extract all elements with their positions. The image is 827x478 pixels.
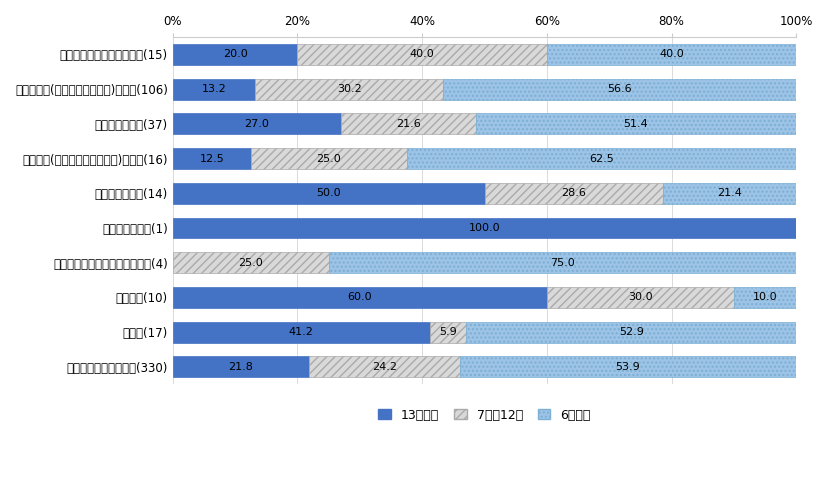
Bar [308, 357, 459, 377]
Bar [476, 113, 796, 134]
Text: 56.6: 56.6 [607, 84, 631, 94]
Bar [442, 79, 796, 99]
Bar [341, 113, 476, 134]
Bar [429, 322, 466, 343]
Bar [466, 322, 796, 343]
Bar [459, 357, 795, 377]
Text: 40.0: 40.0 [658, 49, 683, 59]
Text: 10.0: 10.0 [752, 293, 777, 303]
Text: 41.2: 41.2 [289, 327, 313, 337]
Bar [255, 79, 442, 99]
Bar [173, 113, 341, 134]
Legend: 13点以上, 7点～12点, 6点以下: 13点以上, 7点～12点, 6点以下 [373, 403, 595, 427]
Bar [546, 287, 733, 308]
Text: 51.4: 51.4 [623, 119, 648, 129]
Bar [733, 287, 796, 308]
Text: 12.5: 12.5 [199, 153, 224, 163]
Text: 21.8: 21.8 [228, 362, 253, 372]
Text: 75.0: 75.0 [549, 258, 574, 268]
Text: 27.0: 27.0 [244, 119, 269, 129]
Bar [173, 322, 429, 343]
Bar [328, 252, 796, 273]
Bar [173, 287, 546, 308]
Text: 21.4: 21.4 [716, 188, 741, 198]
Text: 40.0: 40.0 [409, 49, 434, 59]
Text: 28.6: 28.6 [561, 188, 586, 198]
Bar [173, 44, 297, 65]
Bar [173, 79, 255, 99]
Text: 25.0: 25.0 [316, 153, 341, 163]
Text: 25.0: 25.0 [238, 258, 263, 268]
Text: 24.2: 24.2 [371, 362, 396, 372]
Text: 52.9: 52.9 [619, 327, 643, 337]
Bar [297, 44, 546, 65]
Bar [173, 217, 796, 239]
Text: 20.0: 20.0 [222, 49, 247, 59]
Bar [484, 183, 662, 204]
Bar [662, 183, 796, 204]
Text: 13.2: 13.2 [201, 84, 226, 94]
Text: 30.2: 30.2 [337, 84, 361, 94]
Bar [173, 148, 251, 169]
Bar [173, 183, 484, 204]
Text: 60.0: 60.0 [347, 293, 371, 303]
Bar [173, 357, 308, 377]
Text: 53.9: 53.9 [614, 362, 639, 372]
Text: 62.5: 62.5 [588, 153, 613, 163]
Bar [251, 148, 406, 169]
Bar [406, 148, 796, 169]
Text: 100.0: 100.0 [468, 223, 500, 233]
Text: 21.6: 21.6 [395, 119, 420, 129]
Text: 30.0: 30.0 [628, 293, 652, 303]
Bar [173, 252, 328, 273]
Text: 50.0: 50.0 [316, 188, 341, 198]
Bar [546, 44, 796, 65]
Text: 5.9: 5.9 [438, 327, 457, 337]
